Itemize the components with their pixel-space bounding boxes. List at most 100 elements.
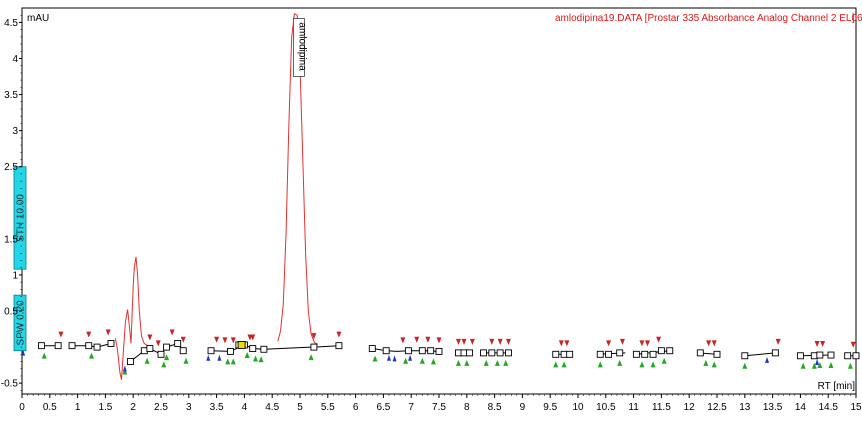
end-marker (656, 336, 662, 343)
end-marker (489, 338, 495, 345)
x-tick-label: 5 (297, 402, 303, 413)
event-box (249, 345, 257, 352)
event-box (126, 358, 134, 365)
x-tick-label: 15 (850, 402, 862, 413)
event-box (174, 340, 182, 347)
x-tick-label: 3.5 (210, 402, 224, 413)
start-marker (483, 359, 489, 366)
y-tick-label: 1.5 (4, 234, 18, 245)
x-tick-label: 11.5 (652, 402, 671, 413)
event-box (54, 342, 62, 350)
event-box (605, 350, 613, 358)
event-box (771, 349, 779, 357)
event-box (641, 350, 649, 358)
y-tick-label: 4 (12, 54, 18, 65)
x-tick-label: 7.5 (432, 402, 446, 413)
mid-marker (122, 365, 127, 372)
start-marker (161, 361, 167, 368)
end-marker (850, 341, 856, 348)
start-marker (617, 359, 623, 366)
x-tick-label: 1.5 (98, 402, 112, 413)
peak-label: amlodipina (296, 22, 307, 71)
mid-marker (392, 355, 397, 362)
x-tick-label: 11 (628, 402, 639, 413)
x-tick-label: 10 (572, 402, 584, 413)
side-box (13, 294, 27, 352)
event-box (566, 350, 574, 358)
mid-marker (408, 354, 413, 361)
start-marker (89, 352, 94, 359)
event-box (741, 352, 749, 360)
x-tick-label: 13 (739, 402, 751, 413)
end-marker (58, 331, 64, 338)
start-marker (430, 358, 436, 365)
end-marker (497, 338, 503, 345)
end-marker (155, 340, 161, 347)
peak-label-box (293, 18, 305, 77)
event-box (827, 351, 835, 359)
end-marker (455, 338, 461, 345)
event-box (505, 349, 512, 357)
start-marker (650, 361, 656, 368)
mid-marker (765, 356, 770, 363)
event-box (310, 343, 318, 351)
end-marker (400, 337, 406, 344)
end-marker (645, 340, 650, 347)
event-box (427, 347, 435, 355)
chart-title: amlodipina19.DATA [Prostar 335 Absorbanc… (555, 13, 862, 24)
plot-frame (21, 7, 857, 395)
event-box (382, 347, 390, 355)
event-box (657, 347, 665, 355)
event-box (844, 352, 852, 360)
end-marker (564, 340, 570, 347)
y-tick-label: 2.5 (4, 162, 18, 173)
start-marker (253, 355, 259, 362)
end-marker (214, 336, 220, 343)
x-tick-label: 5.5 (321, 402, 335, 413)
end-marker (250, 334, 256, 341)
end-marker (619, 338, 625, 345)
end-marker (775, 338, 781, 345)
end-marker (606, 340, 612, 347)
x-tick-label: 2.5 (154, 402, 168, 413)
event-box (227, 347, 234, 355)
event-box (460, 349, 468, 357)
event-box (179, 347, 187, 355)
event-box (163, 343, 171, 351)
mid-marker (217, 354, 222, 361)
event-box (852, 352, 860, 360)
x-tick-label: 6 (353, 402, 359, 413)
event-box (146, 345, 154, 352)
start-marker (464, 359, 470, 366)
start-marker (828, 362, 834, 369)
event-box (696, 349, 704, 357)
event-box (649, 350, 657, 358)
start-marker (742, 362, 748, 369)
mid-marker (815, 359, 820, 366)
end-marker (425, 336, 431, 343)
end-marker (180, 336, 186, 343)
x-tick-label: 8.5 (488, 402, 502, 413)
end-marker (711, 340, 717, 347)
baseline-segment (72, 343, 112, 348)
event-box (796, 352, 804, 360)
event-box (38, 342, 45, 350)
start-marker (703, 359, 709, 366)
event-box (632, 350, 640, 358)
annotations: amlodipina (293, 18, 307, 77)
side-box-label: STH 10.00 (16, 194, 27, 242)
event-box (260, 345, 268, 353)
x-tick-label: 10.5 (596, 402, 616, 413)
event-box (435, 347, 443, 355)
end-marker (414, 336, 420, 343)
start-marker (308, 354, 314, 361)
end-marker (230, 337, 236, 344)
baseline-segment (744, 352, 776, 357)
end-marker (169, 329, 175, 336)
event-box (666, 347, 674, 355)
x-tick-label: 4 (242, 402, 248, 413)
event-box (713, 350, 721, 358)
event-box (560, 350, 568, 358)
axes: -0.50.511.52.533.544.50 0.5 1 1.5 2 2.5 3 3.5 4 4… (1, 13, 862, 413)
end-marker (506, 338, 511, 345)
